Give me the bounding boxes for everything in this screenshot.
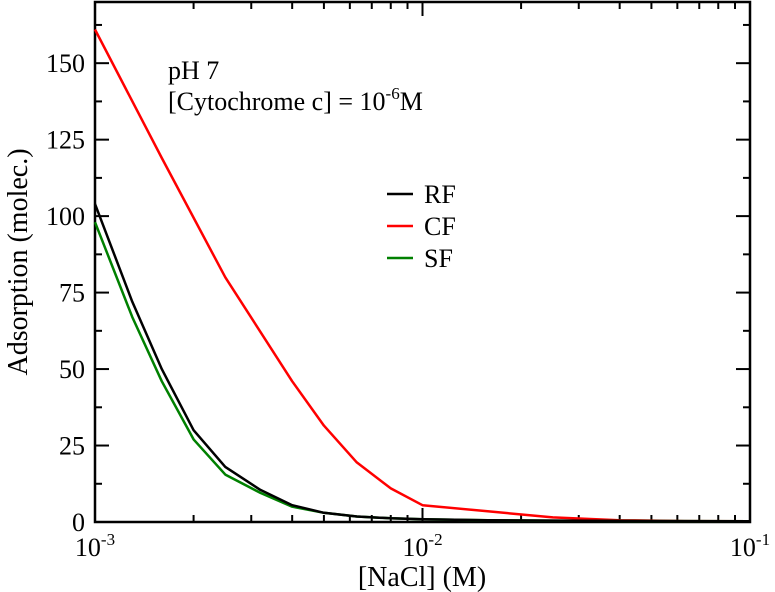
legend-label-cf: CF (424, 212, 456, 241)
y-tick-label: 0 (72, 508, 85, 537)
series-line-rf (93, 203, 751, 523)
x-tick-label-base: 10 (402, 533, 428, 562)
series-group (93, 28, 751, 523)
x-tick-label-exponent: -1 (756, 530, 770, 549)
x-tick-label-exponent: -3 (101, 530, 115, 549)
x-tick-label-base: 10 (730, 533, 756, 562)
legend-label-rf: RF (424, 180, 456, 209)
legend-label-sf: SF (424, 244, 453, 273)
annotation-concentration-exponent: -6 (386, 84, 400, 103)
y-axis-title: Adsorption (molec.) (3, 148, 34, 375)
x-tick-label: 10-1 (730, 530, 770, 562)
annotation-ph: pH 7 (168, 56, 219, 85)
annotation-concentration-unit: M (400, 87, 423, 116)
x-tick-label: 10-2 (402, 530, 442, 562)
y-tick-label: 75 (59, 279, 85, 308)
annotation-concentration: [Cytochrome c] = 10-6M (168, 84, 423, 116)
y-tick-label: 50 (59, 355, 85, 384)
x-tick-label-exponent: -2 (428, 530, 442, 549)
x-axis-title: [NaCl] (M) (358, 562, 486, 592)
series-line-sf (93, 221, 751, 523)
x-tick-labels: 10-3 10-2 10-1 (75, 530, 770, 562)
legend: RF CF SF (387, 180, 456, 273)
y-tick-label: 125 (46, 126, 85, 155)
y-tick-labels: 0 25 50 75 100 125 150 (46, 49, 85, 537)
y-tick-label: 150 (46, 49, 85, 78)
y-tick-label: 25 (59, 432, 85, 461)
minor-ticks (95, 2, 750, 522)
major-ticks (94, 2, 751, 523)
x-tick-label-base: 10 (75, 533, 101, 562)
y-tick-label: 100 (46, 202, 85, 231)
annotation-concentration-base: [Cytochrome c] = 10 (168, 87, 386, 116)
x-tick-label: 10-3 (75, 530, 115, 562)
